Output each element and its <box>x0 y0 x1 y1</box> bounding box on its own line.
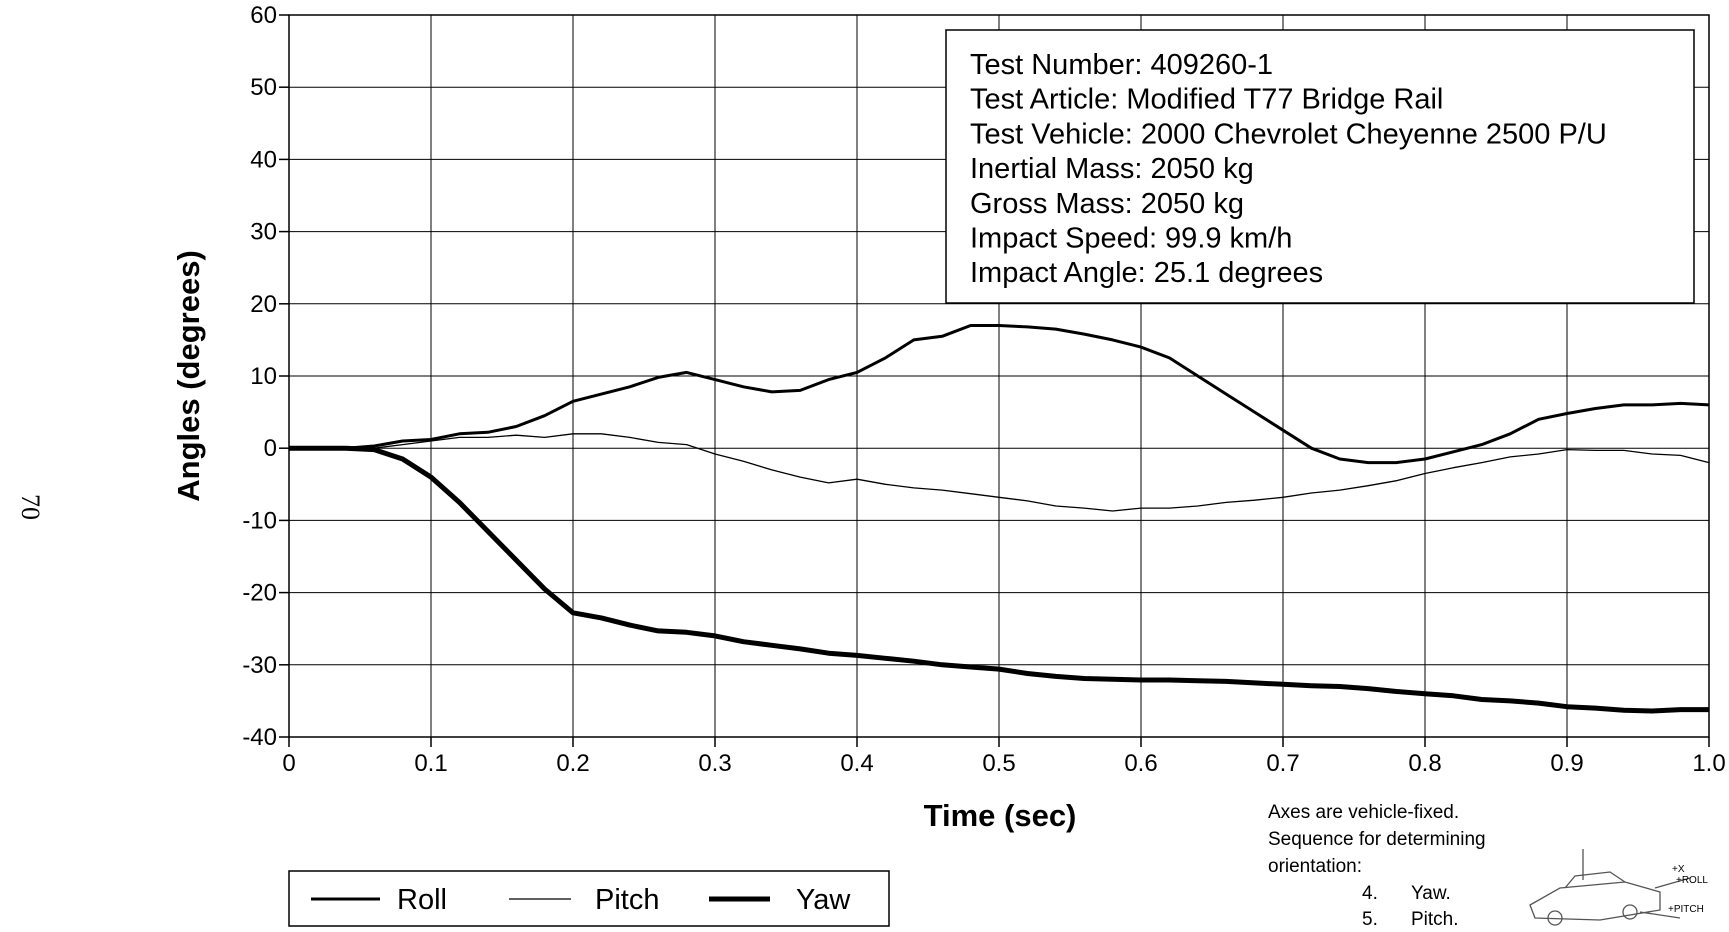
page-number: 70 <box>16 494 45 520</box>
x-tick-label: 0.3 <box>698 750 731 777</box>
x-tick-label: 1.0 <box>1692 750 1725 777</box>
note-item-number: 5. <box>1362 909 1378 927</box>
x-tick-label: 0.1 <box>414 750 447 777</box>
x-tick-label: 0.7 <box>1266 750 1299 777</box>
legend-box <box>288 870 890 927</box>
x-tick-label: 0.8 <box>1408 750 1441 777</box>
y-tick-label: -10 <box>242 507 277 534</box>
info-line: Test Vehicle: 2000 Chevrolet Cheyenne 25… <box>970 118 1607 150</box>
y-tick-label: 40 <box>250 146 277 173</box>
x-tick-label: 0.5 <box>982 750 1015 777</box>
note-line: Sequence for determining <box>1268 829 1486 850</box>
x-tick-label: 0 <box>282 750 295 777</box>
y-tick-label: 30 <box>250 219 277 246</box>
x-tick-label: 0.6 <box>1124 750 1157 777</box>
y-tick-label: 0 <box>264 435 277 462</box>
plot-frame <box>288 14 1710 738</box>
info-box <box>945 29 1695 304</box>
note-item-number: 4. <box>1362 883 1378 904</box>
info-line: Impact Speed: 99.9 km/h <box>970 223 1292 255</box>
y-tick-label: 20 <box>250 291 277 318</box>
vehicle-sketch <box>1529 849 1691 926</box>
sketch-label: +X <box>1672 864 1685 875</box>
info-line: Gross Mass: 2050 kg <box>970 188 1244 220</box>
series-line <box>289 433 1710 512</box>
note-item-text: Yaw. <box>1411 883 1451 904</box>
info-line: Inertial Mass: 2050 kg <box>970 153 1254 185</box>
x-tick-label: 0.9 <box>1550 750 1583 777</box>
x-tick-label: 0.2 <box>556 750 589 777</box>
x-axis-title: Time (sec) <box>924 798 1077 833</box>
note-item-text: Pitch. <box>1411 909 1459 927</box>
y-tick-label: -20 <box>242 580 277 607</box>
info-line: Test Article: Modified T77 Bridge Rail <box>970 84 1443 116</box>
legend-label: Yaw <box>796 884 851 916</box>
y-axis-title: Angles (degrees) <box>171 250 206 502</box>
note-line: Axes are vehicle-fixed. <box>1268 802 1459 823</box>
sketch-label: +ROLL <box>1676 875 1708 886</box>
y-tick-label: -30 <box>242 652 277 679</box>
y-tick-label: 60 <box>250 2 277 29</box>
y-tick-label: -40 <box>242 724 277 751</box>
y-tick-label: 10 <box>250 363 277 390</box>
info-line: Impact Angle: 25.1 degrees <box>970 257 1323 289</box>
legend-label: Roll <box>397 884 447 916</box>
legend-label: Pitch <box>595 884 659 916</box>
info-line: Test Number: 409260-1 <box>970 49 1273 81</box>
note-line: orientation: <box>1268 856 1362 877</box>
sketch-label: +PITCH <box>1668 904 1704 915</box>
series-line <box>289 445 1709 714</box>
series-line <box>289 324 1710 465</box>
y-tick-label: 50 <box>250 74 277 101</box>
x-tick-label: 0.4 <box>840 750 873 777</box>
